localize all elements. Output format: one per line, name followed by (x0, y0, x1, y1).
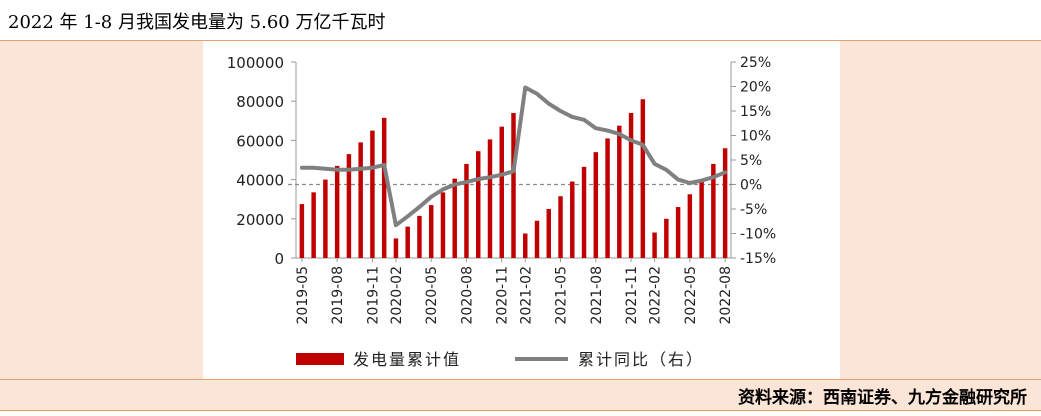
title-bar: 2022 年 1-8 月我国发电量为 5.60 万亿千瓦时 (0, 0, 1041, 41)
source-text: 资料来源：西南证券、九方金融研究所 (738, 388, 1027, 408)
x-tick-label: 2019-11 (365, 266, 381, 325)
x-tick-label: 2022-02 (648, 266, 664, 325)
bar (664, 218, 669, 258)
source-bar (0, 379, 1041, 411)
x-tick-label: 2020-11 (495, 266, 511, 325)
x-tick-label: 2021-02 (518, 266, 534, 325)
bar (393, 238, 399, 258)
bar (311, 192, 316, 258)
legend-bar-label: 发电量累计值 (353, 350, 461, 369)
bar (593, 152, 599, 258)
bar (675, 207, 681, 258)
right-tick-label: 20% (740, 80, 771, 96)
bar (358, 142, 363, 258)
bar (370, 130, 375, 258)
legend-bar-swatch (296, 353, 344, 365)
bar (640, 99, 646, 258)
x-tick-label: 2020-05 (424, 266, 440, 325)
x-tick-label: 2021-08 (589, 266, 605, 325)
right-tick-label: 10% (740, 129, 771, 145)
x-tick-label: 2019-05 (295, 266, 311, 325)
bar (405, 226, 410, 258)
yoy-line (299, 85, 728, 228)
bar (299, 204, 305, 258)
bar (628, 112, 634, 259)
x-tick-label: 2020-08 (459, 266, 475, 325)
x-tick-label: 2022-08 (718, 266, 734, 325)
legend-line-label: 累计同比（右） (578, 350, 704, 369)
chart-svg: 0 20000 40000 60000 80000 100000 -15% -10% -5% 0%… (227, 54, 776, 369)
left-tick-label: 20000 (236, 211, 284, 229)
right-tick-label: 15% (740, 104, 771, 120)
bar (475, 151, 481, 258)
bar (722, 148, 728, 258)
left-tick-label: 100000 (227, 54, 284, 72)
chart-container: 0 20000 40000 60000 80000 100000 -15% -10% -5% 0%… (203, 41, 840, 379)
bar (699, 179, 704, 258)
left-tick-label: 0 (274, 250, 284, 268)
bar (346, 154, 352, 258)
right-tick-label: -10% (740, 227, 776, 243)
bar (558, 196, 563, 258)
bar (487, 139, 493, 258)
bar (440, 192, 446, 258)
bar (511, 112, 516, 259)
bar (711, 163, 716, 258)
bar (417, 215, 422, 258)
bar (652, 232, 657, 258)
bar (452, 178, 457, 258)
x-tick-label: 2022-05 (683, 266, 699, 325)
bar (499, 126, 504, 259)
right-tick-label: 0% (740, 178, 762, 194)
bar (381, 117, 387, 258)
bar (464, 163, 469, 258)
bar (687, 194, 693, 258)
bar (334, 165, 340, 258)
right-tick-label: 5% (740, 153, 762, 169)
right-tick-label: 25% (740, 55, 771, 71)
left-tick-label: 60000 (236, 132, 284, 150)
bar (323, 179, 328, 258)
x-tick-label: 2019-08 (330, 266, 346, 325)
left-tick-label: 40000 (236, 172, 284, 190)
bar (605, 138, 610, 258)
bar (523, 233, 528, 258)
left-tick-label: 80000 (236, 93, 284, 111)
bar (428, 205, 434, 258)
bar (534, 220, 540, 258)
page-title: 2022 年 1-8 月我国发电量为 5.60 万亿千瓦时 (8, 12, 386, 33)
bar (617, 125, 622, 258)
x-tick-label: 2021-11 (624, 266, 640, 325)
x-tick-label: 2021-05 (554, 266, 570, 325)
x-tick-label: 2020-02 (389, 266, 405, 325)
bar (570, 181, 575, 258)
right-tick-label: -15% (740, 251, 776, 267)
bar (546, 209, 552, 258)
bar (581, 166, 587, 258)
right-tick-label: -5% (740, 202, 767, 218)
